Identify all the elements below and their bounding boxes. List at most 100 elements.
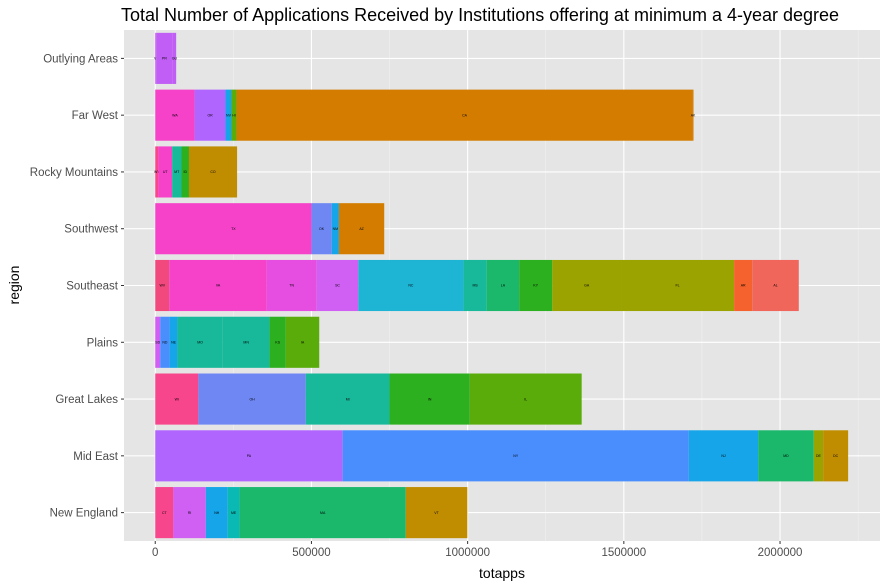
- segment-label: AZ: [359, 227, 364, 231]
- bar-segment: [621, 259, 735, 312]
- segment-label: AK: [691, 113, 696, 117]
- bar-segment: [227, 487, 240, 539]
- segment-label: DE: [816, 454, 822, 458]
- y-tick-label: Plains: [87, 337, 119, 349]
- y-tick-label: Mid East: [73, 451, 119, 463]
- segment-label: WA: [172, 113, 178, 117]
- bar-segment: [169, 316, 178, 368]
- bar-segment: [188, 146, 238, 198]
- segment-label: VA: [216, 284, 221, 288]
- segment-label: MD: [783, 454, 789, 458]
- segment-label: NM: [333, 227, 339, 231]
- y-axis: New England Mid East Great Lakes Plains Sout…: [30, 53, 124, 520]
- bar-segment: [752, 259, 799, 312]
- segment-label: OK: [319, 227, 325, 231]
- bar-segment: [172, 32, 177, 84]
- bar-segment: [155, 203, 312, 255]
- chart-title: Total Number of Applications Received by…: [121, 5, 839, 25]
- segment-label: PA: [247, 454, 252, 458]
- bar-layer: CT RI NH ME MA VT PA NY NJ MD DE DC WI OH MI IN IL SD ND NE…: [154, 32, 849, 539]
- bar-segment: [688, 430, 759, 482]
- segment-label: MT: [174, 170, 180, 174]
- bar-segment: [463, 259, 487, 312]
- segment-label: TX: [231, 227, 236, 231]
- segment-label: KS: [275, 340, 280, 344]
- y-tick-label: Southeast: [66, 281, 119, 293]
- bar-segment: [155, 316, 161, 368]
- bar-segment: [469, 373, 582, 425]
- bar-segment: [266, 259, 317, 312]
- segment-label: MN: [243, 340, 249, 344]
- segment-label: DC: [833, 454, 839, 458]
- bar-segment: [158, 146, 173, 198]
- y-tick-label: New England: [50, 508, 118, 520]
- segment-label: KY: [533, 284, 538, 288]
- segment-label: IN: [428, 397, 432, 401]
- bar-segment: [181, 146, 189, 198]
- segment-label: WV: [159, 284, 165, 288]
- segment-label: NJ: [721, 454, 726, 458]
- bar-segment: [155, 32, 157, 84]
- x-tick-label: 2000000: [758, 547, 803, 559]
- segment-label: TN: [289, 284, 294, 288]
- bar-segment: [155, 146, 159, 198]
- bar-segment: [813, 430, 824, 482]
- bar-segment: [758, 430, 814, 482]
- bar-segment: [155, 373, 199, 425]
- segment-label: AL: [773, 284, 777, 288]
- segment-label: GU: [172, 57, 178, 61]
- bar-segment: [160, 316, 170, 368]
- segment-label: CA: [462, 113, 468, 117]
- segment-label: IA: [301, 340, 305, 344]
- bar-segment: [342, 430, 689, 482]
- bar-segment: [239, 487, 406, 539]
- x-axis: 0 500000 1000000 1500000 2000000: [152, 541, 802, 559]
- bar-segment: [405, 487, 468, 539]
- segment-label: WI: [175, 397, 179, 401]
- segment-label: FL: [676, 284, 680, 288]
- segment-label: ID: [183, 170, 187, 174]
- segment-label: LA: [501, 284, 506, 288]
- x-tick-label: 1500000: [601, 547, 646, 559]
- segment-label: VT: [434, 511, 439, 515]
- x-tick-label: 0: [152, 547, 158, 559]
- segment-label: SD: [155, 340, 160, 344]
- bar-segment: [155, 487, 174, 539]
- bar-segment: [331, 203, 339, 255]
- segment-label: UT: [163, 170, 169, 174]
- x-tick-label: 1000000: [445, 547, 490, 559]
- y-axis-title: region: [6, 266, 22, 305]
- bar-segment: [285, 316, 320, 368]
- segment-label: OR: [207, 113, 213, 117]
- y-tick-label: Southwest: [64, 224, 119, 236]
- bar-segment: [172, 146, 182, 198]
- segment-label: OH: [249, 397, 255, 401]
- segment-label: AR: [741, 284, 746, 288]
- segment-label: HI: [232, 113, 236, 117]
- segment-label: MS: [473, 284, 479, 288]
- bar-segment: [205, 487, 228, 539]
- y-tick-label: Outlying Areas: [43, 53, 118, 65]
- bar-segment: [222, 316, 270, 368]
- segment-label: MO: [197, 340, 203, 344]
- bar-segment: [156, 32, 173, 84]
- bar-segment: [823, 430, 849, 482]
- bar-segment: [177, 316, 223, 368]
- bar-segment: [231, 89, 237, 141]
- segment-label: WY: [154, 170, 160, 174]
- x-tick-label: 500000: [292, 547, 330, 559]
- segment-label: NH: [214, 511, 220, 515]
- bar-segment: [519, 259, 553, 312]
- bar-segment: [194, 89, 226, 141]
- segment-label: NE: [171, 340, 177, 344]
- segment-label: VI: [154, 57, 157, 61]
- y-tick-label: Great Lakes: [55, 394, 118, 406]
- bar-segment: [486, 259, 520, 312]
- bar-segment: [316, 259, 359, 312]
- segment-label: GA: [584, 284, 590, 288]
- bar-segment: [155, 259, 170, 312]
- bar-segment: [734, 259, 753, 312]
- segment-label: CT: [162, 511, 168, 515]
- bar-segment: [173, 487, 206, 539]
